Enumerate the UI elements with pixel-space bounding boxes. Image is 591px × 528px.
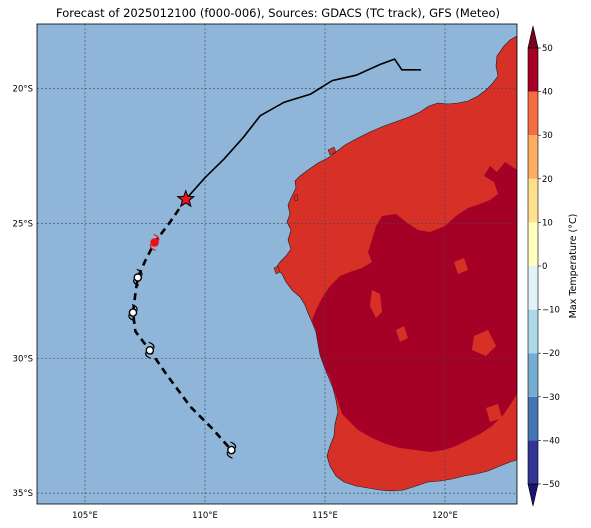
colorbar-tick-label: 0: [542, 262, 547, 272]
land-patch: [370, 290, 382, 318]
colorbar-band: [528, 440, 538, 484]
colorbar-tick-label: −50: [542, 480, 560, 490]
land-patch: [472, 330, 496, 356]
colorbar-band: [528, 135, 538, 179]
land-patch: [396, 326, 408, 342]
y-tick-label: 30°S: [13, 354, 33, 364]
land-temperature-very-hot: [312, 162, 517, 452]
colorbar-band: [528, 222, 538, 266]
cyclone-symbol-icon: [145, 341, 155, 359]
colorbar-extend-high: [527, 25, 539, 49]
x-tick-label: 105°E: [72, 511, 98, 521]
colorbar-tick-label: 10: [542, 218, 553, 228]
colorbar-tick-label: 50: [542, 44, 553, 54]
colorbar-band: [528, 91, 538, 136]
x-axis-ticks: 105°E 110°E 115°E 120°E: [72, 511, 458, 521]
x-tick-label: 110°E: [192, 511, 218, 521]
x-tick-label: 115°E: [312, 511, 338, 521]
colorbar-ticks: 50 40 30 20 10 0 −10 −20 −30 −40 −50: [538, 44, 560, 490]
colorbar-tick-label: −10: [542, 306, 560, 316]
colorbar-bands: [528, 48, 538, 484]
colorbar-tick-label: 30: [542, 131, 553, 141]
land-patch: [486, 404, 502, 422]
colorbar-label: Max Temperature (°C): [568, 214, 579, 319]
y-axis-ticks: 20°S 25°S 30°S 35°S: [13, 85, 33, 499]
forecast-position-markers: [128, 233, 237, 459]
colorbar: 50 40 30 20 10 0 −10 −20 −30 −40 −50 Max Temperatu…: [527, 25, 579, 507]
graticule: [37, 24, 517, 504]
y-tick-label: 20°S: [13, 85, 33, 95]
colorbar-band: [528, 178, 538, 223]
past-storm-track: [185, 58, 421, 200]
colorbar-tick-label: −20: [542, 349, 560, 359]
x-tick-label: 120°E: [432, 511, 458, 521]
cyclone-symbol-icon: [149, 233, 160, 251]
island: [293, 193, 299, 202]
y-tick-label: 35°S: [13, 489, 33, 499]
colorbar-band: [528, 309, 538, 354]
colorbar-band: [528, 48, 538, 92]
colorbar-tick-label: 40: [542, 88, 553, 98]
map-frame: [36, 23, 518, 505]
colorbar-band: [528, 396, 538, 441]
colorbar-band: [528, 353, 538, 397]
current-position-star-icon: [176, 189, 196, 208]
island: [273, 265, 281, 275]
colorbar-band: [528, 266, 538, 310]
colorbar-tick-label: 20: [542, 175, 553, 185]
colorbar-tick-label: −30: [542, 393, 560, 403]
cyclone-symbol-icon: [226, 441, 237, 459]
chart-title: Forecast of 2025012100 (f000-006), Sourc…: [56, 6, 500, 20]
land-patch: [454, 258, 468, 274]
y-tick-label: 25°S: [13, 220, 33, 230]
cyclone-symbol-icon: [128, 303, 138, 322]
island: [327, 146, 337, 156]
colorbar-extend-low: [527, 483, 539, 507]
colorbar-tick-label: −40: [542, 436, 560, 446]
cyclone-symbol-icon: [133, 268, 143, 287]
map-plot-area: [37, 24, 517, 504]
